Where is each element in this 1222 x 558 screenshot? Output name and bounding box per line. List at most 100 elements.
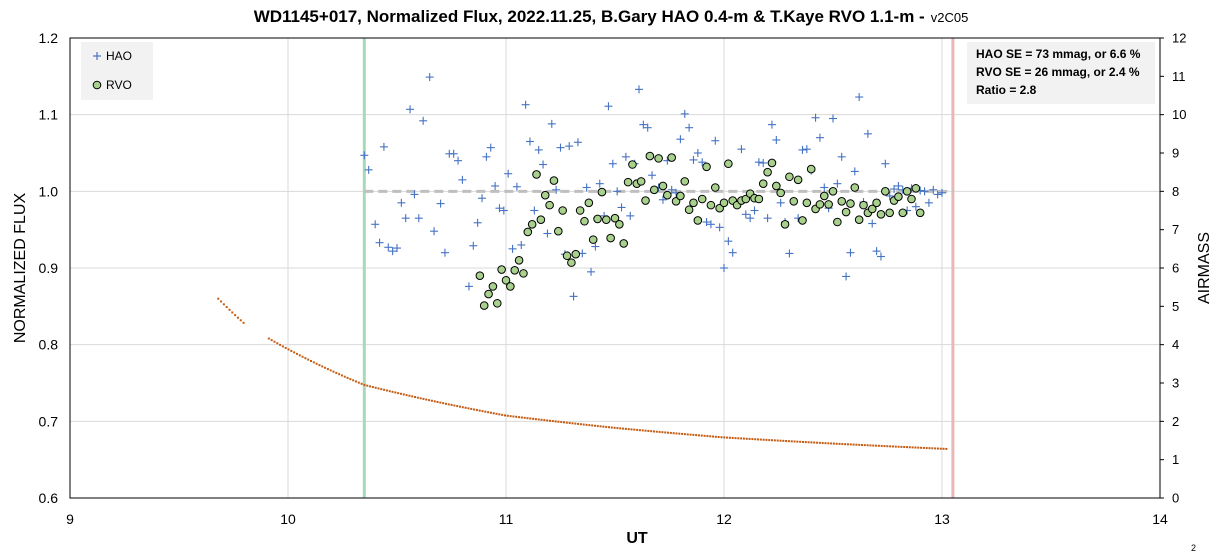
y2-tick-label: 6 bbox=[1172, 261, 1179, 276]
rvo-point bbox=[793, 175, 803, 185]
rvo-point bbox=[785, 172, 794, 182]
hao-point bbox=[639, 120, 648, 129]
y-axis-ticks: 0.6 0.7 0.8 0.9 1.0 1.1 1.2 bbox=[39, 30, 59, 506]
airmass-point bbox=[866, 444, 869, 447]
airmass-point bbox=[810, 441, 813, 444]
airmass-point bbox=[931, 447, 934, 450]
hao-point bbox=[872, 247, 881, 256]
rvo-point bbox=[859, 200, 868, 210]
airmass-point bbox=[273, 340, 276, 343]
airmass-point bbox=[298, 354, 301, 357]
airmass-point bbox=[591, 424, 594, 427]
rvo-point bbox=[872, 198, 881, 208]
rvo-point bbox=[527, 220, 537, 229]
rvo-point bbox=[911, 183, 921, 193]
legend-hao-label: HAO bbox=[106, 49, 132, 63]
airmass-point bbox=[790, 440, 793, 443]
airmass-point bbox=[616, 427, 619, 430]
y-tick-label: 0.7 bbox=[39, 413, 59, 429]
rvo-point bbox=[706, 200, 716, 210]
airmass-point bbox=[835, 442, 838, 445]
airmass-point bbox=[675, 432, 678, 435]
airmass-point bbox=[613, 426, 616, 429]
hao-point bbox=[364, 165, 373, 174]
rvo-point bbox=[558, 206, 567, 215]
airmass-point bbox=[461, 406, 464, 409]
hao-point bbox=[393, 244, 401, 253]
annotation-rvo-se: RVO SE = 26 mmag, or 2.4 % bbox=[976, 65, 1140, 79]
y-tick-label: 1.0 bbox=[39, 183, 59, 199]
rvo-point bbox=[649, 185, 659, 195]
airmass-point bbox=[489, 411, 492, 414]
airmass-point bbox=[293, 351, 296, 354]
airmass-point bbox=[394, 391, 397, 394]
hao-point bbox=[539, 160, 548, 169]
rvo-point bbox=[514, 256, 524, 265]
y-tick-label: 0.6 bbox=[39, 490, 59, 506]
airmass-point bbox=[318, 364, 321, 367]
airmass-point bbox=[329, 369, 332, 372]
hao-point bbox=[802, 145, 811, 154]
airmass-point bbox=[799, 440, 802, 443]
airmass-point bbox=[231, 311, 234, 314]
rvo-point bbox=[532, 170, 541, 179]
airmass-point bbox=[608, 426, 611, 429]
airmass-point bbox=[681, 432, 684, 435]
chart-title: WD1145+017, Normalized Flux, 2022.11.25,… bbox=[254, 7, 969, 26]
annotation-hao-se: HAO SE = 73 mmag, or 6.6 % bbox=[976, 47, 1141, 61]
rvo-point bbox=[684, 205, 694, 215]
hao-point bbox=[547, 119, 556, 128]
hao-point bbox=[556, 143, 565, 152]
airmass-point bbox=[793, 440, 796, 443]
rvo-point bbox=[540, 190, 550, 200]
airmass-point bbox=[529, 417, 532, 420]
airmass-point bbox=[945, 447, 948, 450]
hao-point bbox=[608, 159, 617, 168]
hao-point bbox=[449, 149, 458, 158]
rvo-point bbox=[641, 196, 650, 205]
rvo-point bbox=[702, 162, 711, 172]
x-tick-label: 9 bbox=[66, 511, 74, 527]
rvo-point bbox=[488, 282, 498, 291]
airmass-point bbox=[723, 436, 726, 439]
airmass-point bbox=[624, 427, 627, 430]
airmass-point bbox=[633, 428, 636, 431]
rvo-point bbox=[615, 220, 624, 229]
x-tick-label: 10 bbox=[280, 511, 296, 527]
hao-point bbox=[680, 109, 689, 118]
rvo-point bbox=[492, 298, 502, 308]
hao-point bbox=[754, 158, 763, 167]
hao-point bbox=[573, 138, 582, 147]
airmass-point bbox=[782, 439, 785, 442]
airmass-point bbox=[917, 446, 920, 449]
hao-point bbox=[720, 264, 728, 272]
rvo-point bbox=[610, 213, 620, 223]
x-axis-ticks: 9 10 11 12 13 14 bbox=[66, 511, 1168, 527]
airmass-point bbox=[759, 438, 762, 441]
hao-point bbox=[375, 238, 384, 247]
airmass-point bbox=[287, 348, 290, 351]
airmass-point bbox=[414, 396, 417, 399]
airmass-point bbox=[433, 400, 436, 403]
hao-point bbox=[855, 93, 864, 102]
airmass-point bbox=[863, 444, 866, 447]
airmass-point bbox=[818, 441, 821, 444]
airmass-point bbox=[762, 438, 765, 441]
airmass-point bbox=[858, 443, 861, 446]
y2-tick-label: 11 bbox=[1172, 69, 1186, 84]
hao-point bbox=[890, 185, 899, 194]
airmass-point bbox=[310, 359, 313, 362]
airmass-point bbox=[667, 431, 670, 434]
airmass-point bbox=[908, 446, 911, 449]
rvo-point bbox=[907, 194, 916, 204]
airmass-point bbox=[546, 419, 549, 422]
rvo-point bbox=[806, 164, 816, 174]
rvo-point bbox=[689, 198, 698, 208]
hao-point bbox=[685, 123, 694, 132]
airmass-point bbox=[596, 425, 599, 428]
airmass-point bbox=[686, 433, 689, 436]
y2-tick-label: 0 bbox=[1172, 491, 1179, 506]
rvo-point bbox=[658, 181, 668, 191]
airmass-point bbox=[861, 443, 864, 446]
